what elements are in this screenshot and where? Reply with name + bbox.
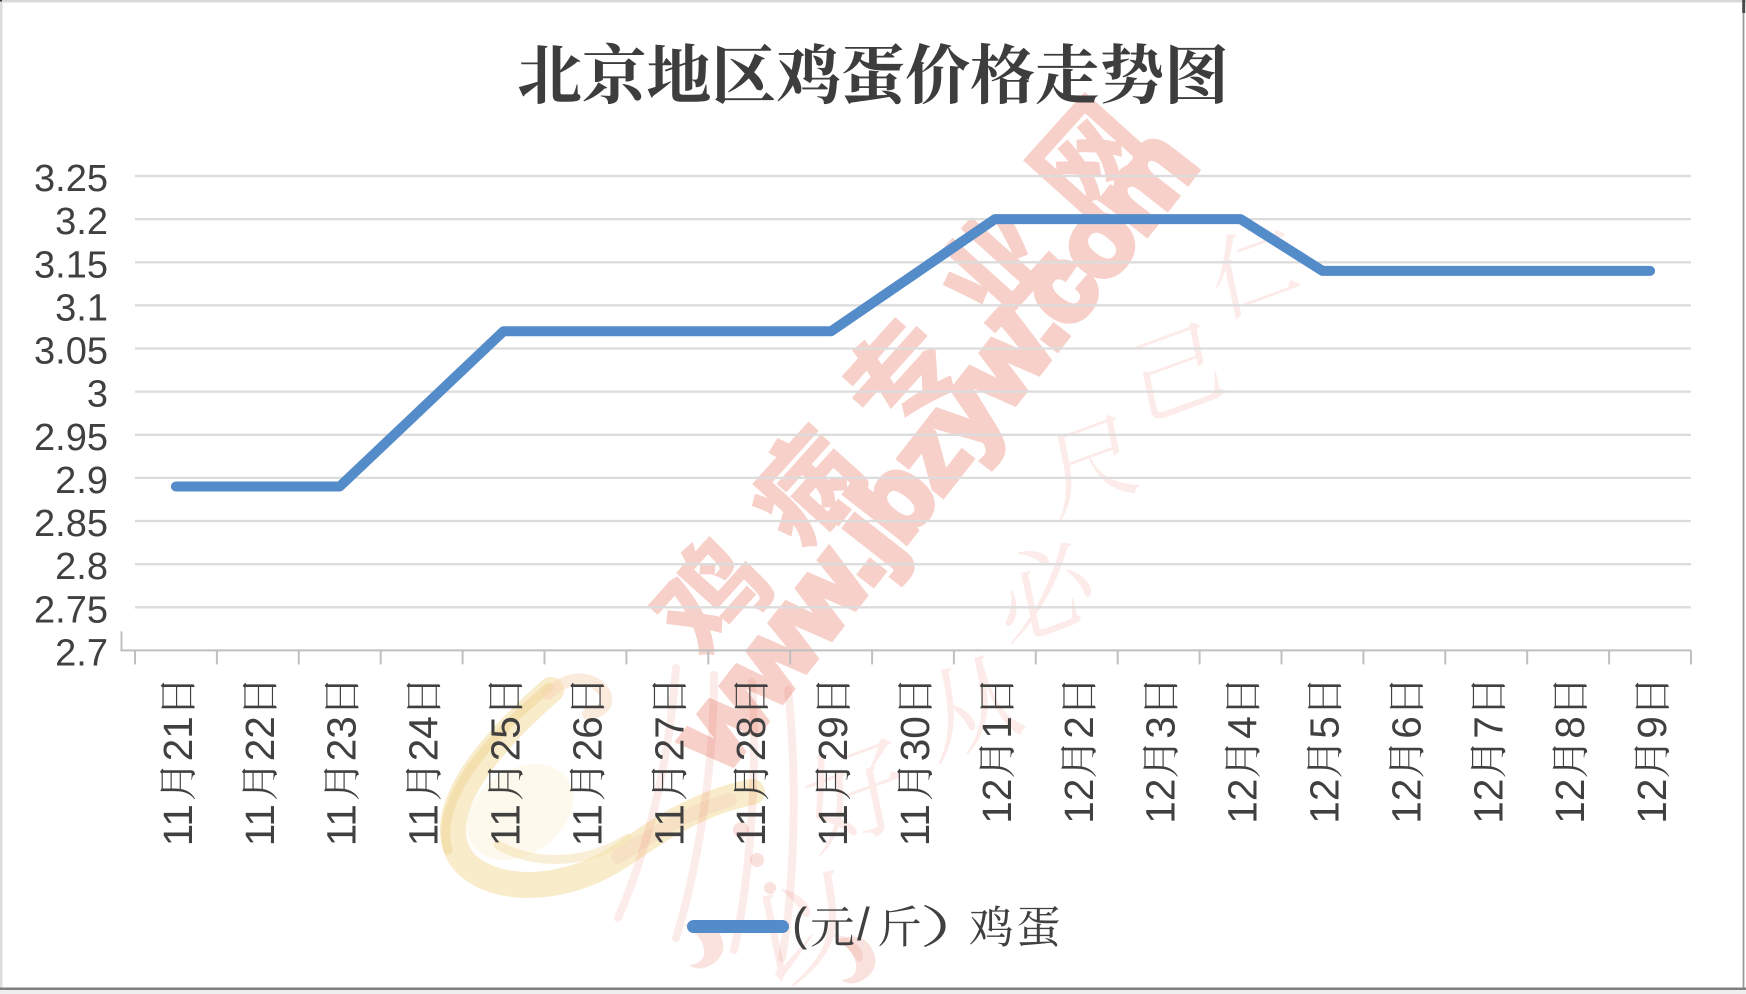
- svg-text:3.05: 3.05: [34, 331, 108, 373]
- svg-text:11: 11: [319, 804, 365, 846]
- svg-text:6: 6: [1383, 716, 1429, 739]
- svg-text:11: 11: [564, 804, 610, 846]
- svg-text:2.95: 2.95: [34, 417, 108, 459]
- svg-text:5: 5: [1302, 716, 1348, 739]
- svg-text:26: 26: [564, 716, 610, 761]
- svg-text:1: 1: [974, 716, 1020, 739]
- svg-text:21: 21: [155, 716, 201, 761]
- svg-text:11: 11: [728, 804, 774, 846]
- svg-text:11: 11: [646, 804, 692, 846]
- svg-text:(: (: [792, 898, 808, 950]
- svg-text:4: 4: [1220, 716, 1266, 739]
- svg-text:11: 11: [401, 804, 447, 846]
- svg-text:7: 7: [1465, 716, 1511, 739]
- svg-text:3: 3: [87, 374, 108, 416]
- svg-text:12: 12: [1547, 779, 1593, 824]
- svg-text:9: 9: [1629, 716, 1675, 739]
- svg-text:3.25: 3.25: [34, 158, 108, 200]
- svg-text:8: 8: [1547, 716, 1593, 739]
- svg-text:12: 12: [1138, 779, 1184, 824]
- svg-text:25: 25: [483, 716, 529, 761]
- svg-text:23: 23: [319, 716, 365, 761]
- svg-text:2.7: 2.7: [55, 632, 108, 674]
- svg-text:11: 11: [483, 804, 529, 846]
- svg-text:2.8: 2.8: [55, 546, 108, 588]
- svg-text:12: 12: [1056, 779, 1102, 824]
- svg-text:2.85: 2.85: [34, 503, 108, 545]
- svg-text:/: /: [857, 898, 870, 950]
- svg-text:29: 29: [810, 716, 856, 761]
- svg-text:11: 11: [155, 804, 201, 846]
- svg-text:3: 3: [1138, 716, 1184, 739]
- svg-text:3.1: 3.1: [55, 287, 108, 329]
- svg-text:12: 12: [974, 779, 1020, 824]
- svg-text:11: 11: [810, 804, 856, 846]
- svg-text:28: 28: [728, 716, 774, 761]
- svg-text:12: 12: [1220, 779, 1266, 824]
- svg-text:2.75: 2.75: [34, 589, 108, 631]
- svg-text:22: 22: [237, 716, 283, 761]
- svg-text:11: 11: [237, 804, 283, 846]
- svg-text:11: 11: [892, 804, 938, 846]
- svg-text:3.2: 3.2: [55, 201, 108, 243]
- svg-text:2.9: 2.9: [55, 460, 108, 502]
- svg-text:12: 12: [1302, 779, 1348, 824]
- svg-text:2: 2: [1056, 716, 1102, 739]
- svg-text:12: 12: [1465, 779, 1511, 824]
- svg-text:30: 30: [892, 716, 938, 761]
- svg-text:12: 12: [1629, 779, 1675, 824]
- svg-text:27: 27: [646, 716, 692, 761]
- svg-text:12: 12: [1383, 779, 1429, 824]
- svg-text:24: 24: [401, 716, 447, 761]
- svg-text:3.15: 3.15: [34, 244, 108, 286]
